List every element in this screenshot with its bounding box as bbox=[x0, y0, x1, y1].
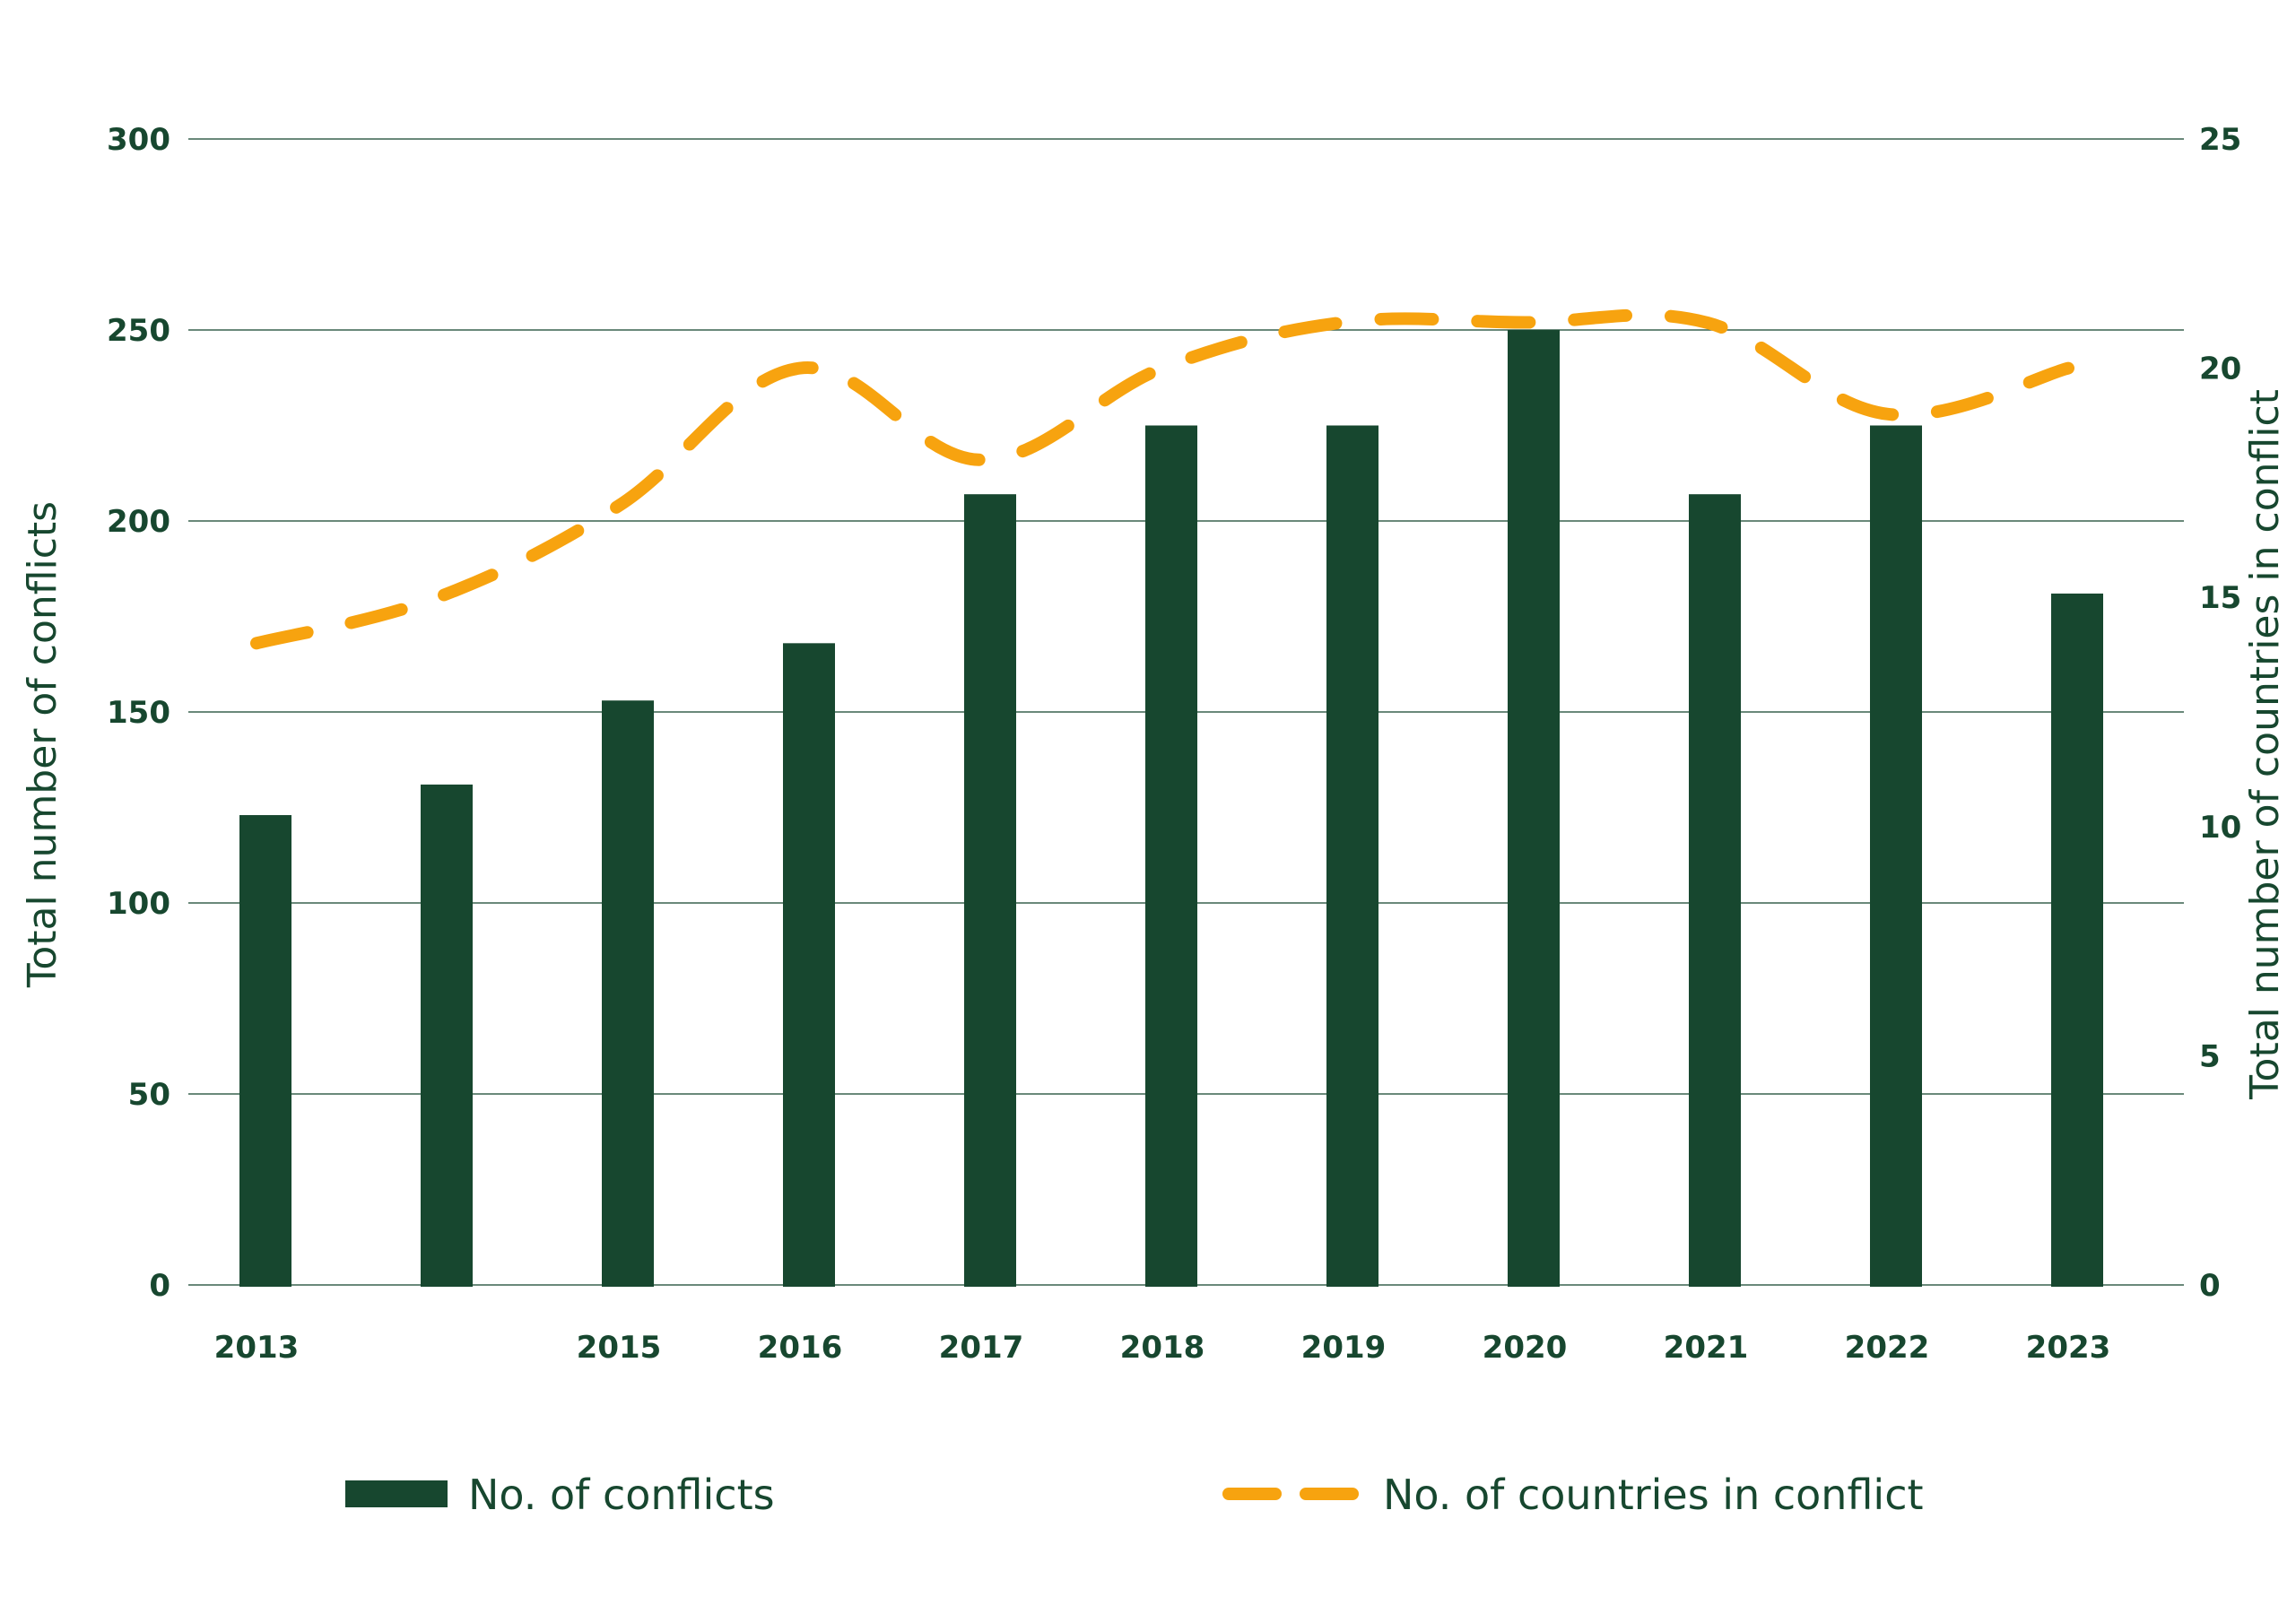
bar bbox=[964, 494, 1016, 1287]
bar bbox=[1689, 494, 1741, 1287]
right-tick-label: 15 bbox=[2199, 580, 2241, 616]
series-line bbox=[250, 308, 2074, 650]
left-tick-label: 200 bbox=[107, 504, 170, 540]
bar bbox=[1508, 330, 1560, 1287]
bar bbox=[783, 643, 835, 1287]
line-series bbox=[250, 308, 2074, 650]
right-tick-label: 0 bbox=[2199, 1268, 2221, 1304]
left-tick-label: 300 bbox=[107, 122, 170, 158]
right-axis-ticks: 0 5 10 15 20 25 bbox=[2199, 122, 2241, 1304]
left-tick-label: 100 bbox=[107, 886, 170, 922]
line-point bbox=[1162, 368, 1163, 369]
bar bbox=[602, 700, 654, 1287]
x-axis-ticks: 2013 2015 2016 2017 2018 2019 2020 2021 2022 2023 bbox=[214, 1330, 2111, 1366]
legend: No. of conflicts No. of countries in con… bbox=[345, 1471, 1924, 1519]
legend-bar-swatch bbox=[345, 1480, 448, 1507]
left-tick-label: 50 bbox=[128, 1077, 170, 1113]
bar bbox=[2051, 593, 2103, 1287]
left-axis-title: Total number of conflicts bbox=[20, 501, 65, 988]
bar bbox=[239, 815, 291, 1287]
legend-line-label: No. of countries in conflict bbox=[1383, 1471, 1924, 1519]
bar bbox=[1870, 425, 1922, 1287]
x-tick-label: 2018 bbox=[1120, 1330, 1205, 1366]
right-axis-title: Total number of countries in conflict bbox=[2242, 389, 2288, 1100]
x-tick-label: 2021 bbox=[1664, 1330, 1749, 1366]
left-tick-label: 250 bbox=[107, 313, 170, 349]
legend-bar-label: No. of conflicts bbox=[468, 1471, 775, 1519]
x-tick-label: 2013 bbox=[214, 1330, 300, 1366]
x-tick-label: 2022 bbox=[1845, 1330, 1930, 1366]
right-tick-label: 10 bbox=[2199, 810, 2241, 846]
left-tick-label: 0 bbox=[149, 1268, 170, 1304]
bar-series bbox=[239, 330, 2103, 1287]
bar bbox=[421, 784, 473, 1287]
right-tick-label: 20 bbox=[2199, 352, 2241, 387]
x-tick-label: 2017 bbox=[939, 1330, 1024, 1366]
bar bbox=[1145, 425, 1197, 1287]
x-tick-label: 2023 bbox=[2026, 1330, 2111, 1366]
left-tick-label: 150 bbox=[107, 695, 170, 731]
right-tick-label: 25 bbox=[2199, 122, 2241, 158]
right-tick-label: 5 bbox=[2199, 1038, 2221, 1074]
left-axis-ticks: 0 50 100 150 200 250 300 bbox=[107, 122, 170, 1304]
line-point bbox=[438, 597, 439, 598]
x-tick-label: 2019 bbox=[1301, 1330, 1387, 1366]
x-tick-label: 2020 bbox=[1483, 1330, 1568, 1366]
x-tick-label: 2015 bbox=[577, 1330, 662, 1366]
x-tick-label: 2016 bbox=[758, 1330, 843, 1366]
bar bbox=[1326, 425, 1378, 1287]
